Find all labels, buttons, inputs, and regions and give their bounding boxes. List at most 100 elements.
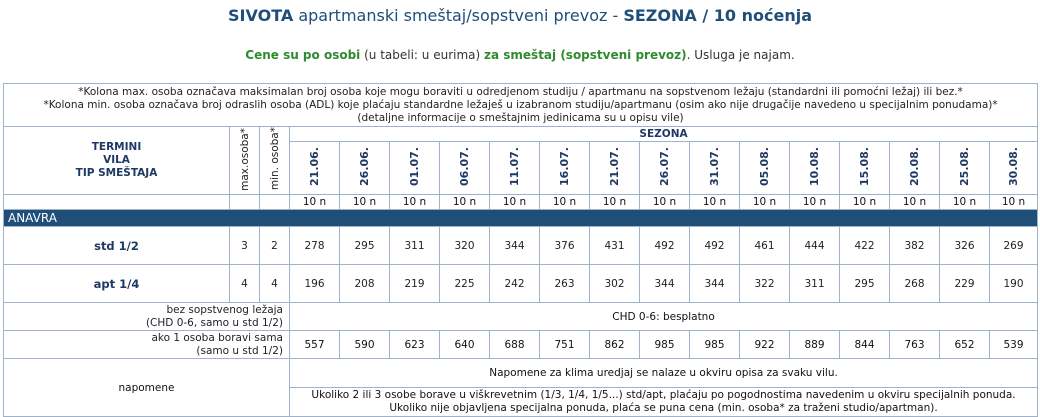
note-line-2: *Kolona min. osoba označava broj odrasli… bbox=[43, 98, 998, 111]
date-cell: 20.08. bbox=[889, 141, 940, 195]
price-cell: 640 bbox=[439, 330, 490, 359]
region-name: ANAVRA bbox=[2, 209, 1039, 227]
header-min-persons: min. osoba* bbox=[259, 126, 290, 195]
price-cell: 269 bbox=[988, 226, 1039, 265]
price-cell: 431 bbox=[589, 226, 640, 265]
price-cell: 688 bbox=[489, 330, 540, 359]
nights-cell: 10 n bbox=[489, 194, 540, 210]
date-cell: 21.06. bbox=[289, 141, 340, 195]
price-cell: 763 bbox=[889, 330, 940, 359]
subtitle-part1: Cene su po osobi bbox=[245, 48, 361, 62]
no-bed-label: bez sopstvenog ležaja (CHD 0-6, samo u s… bbox=[3, 302, 290, 331]
price-cell: 985 bbox=[639, 330, 690, 359]
remarks-row-1: napomene Napomene za klima uredjaj se na… bbox=[3, 358, 1039, 417]
nights-cell: 10 n bbox=[889, 194, 940, 210]
date-cell: 30.08. bbox=[988, 141, 1039, 195]
price-cell: 295 bbox=[339, 226, 390, 265]
price-cell: 922 bbox=[739, 330, 790, 359]
notes-row: *Kolona max. osoba označava maksimalan b… bbox=[2, 83, 1039, 127]
header-termini: TERMINI bbox=[91, 141, 142, 153]
max-persons: 3 bbox=[229, 226, 260, 265]
price-cell: 311 bbox=[389, 226, 440, 265]
price-cell: 444 bbox=[789, 226, 840, 265]
price-cell: 295 bbox=[839, 264, 890, 303]
max-persons: 4 bbox=[229, 264, 260, 303]
date-cell: 01.07. bbox=[389, 141, 440, 195]
header-tip: TIP SMEŠTAJA bbox=[75, 167, 158, 179]
price-cell: 376 bbox=[539, 226, 590, 265]
header-max-persons: max.osoba* bbox=[229, 126, 260, 195]
nights-cell: 10 n bbox=[939, 194, 990, 210]
header-row-season: TERMINI VILA TIP SMEŠTAJA max.osoba* min… bbox=[3, 126, 1039, 195]
price-cell: 492 bbox=[639, 226, 690, 265]
remark-line-2: Ukoliko 2 ili 3 osobe borave u viškrevet… bbox=[311, 389, 1016, 401]
date-cell: 10.08. bbox=[789, 141, 840, 195]
no-bed-label-2: (CHD 0-6, samo u std 1/2) bbox=[145, 316, 283, 329]
price-cell: 623 bbox=[389, 330, 440, 359]
date-cell: 16.07. bbox=[539, 141, 590, 195]
subtitle-part4: . Usluga je najam. bbox=[686, 48, 795, 62]
room-type: std 1/2 bbox=[3, 226, 230, 265]
nights-cell: 10 n bbox=[439, 194, 490, 210]
nights-cell: 10 n bbox=[389, 194, 440, 210]
nights-cell: 10 n bbox=[589, 194, 640, 210]
title-desc: apartmanski smeštaj/sopstveni prevoz - bbox=[293, 6, 624, 25]
nights-cell: 10 n bbox=[789, 194, 840, 210]
price-cell: 278 bbox=[289, 226, 340, 265]
price-cell: 557 bbox=[289, 330, 340, 359]
price-cell: 326 bbox=[939, 226, 990, 265]
remark-line-3: Ukoliko nije objavljena specijalna ponud… bbox=[389, 402, 938, 414]
header-row-dates: 21.06. 26.06. 01.07. 06.07. 11.07. 16.07… bbox=[4, 141, 1039, 195]
table-row: apt 1/4 4 4 196 208 219 225 242 263 302 … bbox=[3, 264, 1039, 303]
price-cell: 311 bbox=[789, 264, 840, 303]
date-cell: 15.08. bbox=[839, 141, 890, 195]
nights-empty bbox=[229, 194, 260, 210]
date-cell: 11.07. bbox=[489, 141, 540, 195]
single-row: ako 1 osoba boravi sama (samo u std 1/2)… bbox=[3, 330, 1039, 359]
price-cell: 844 bbox=[839, 330, 890, 359]
table-row: std 1/2 3 2 278 295 311 320 344 376 431 … bbox=[3, 226, 1039, 265]
price-cell: 751 bbox=[539, 330, 590, 359]
header-left: TERMINI VILA TIP SMEŠTAJA bbox=[3, 126, 230, 195]
price-cell: 225 bbox=[439, 264, 490, 303]
nights-cell: 10 n bbox=[289, 194, 340, 210]
note-line-1: *Kolona max. osoba označava maksimalan b… bbox=[78, 85, 963, 98]
title-place: SIVOTA bbox=[228, 6, 294, 25]
title-season: SEZONA / 10 noćenja bbox=[623, 6, 812, 25]
price-cell: 889 bbox=[789, 330, 840, 359]
price-cell: 190 bbox=[988, 264, 1039, 303]
price-cell: 382 bbox=[889, 226, 940, 265]
no-bed-row: bez sopstvenog ležaja (CHD 0-6, samo u s… bbox=[3, 302, 1039, 331]
nights-cell: 10 n bbox=[339, 194, 390, 210]
page-subtitle: Cene su po osobi (u tabeli: u eurima) za… bbox=[0, 48, 1040, 62]
price-cell: 862 bbox=[589, 330, 640, 359]
date-cell: 06.07. bbox=[439, 141, 490, 195]
nights-cell: 10 n bbox=[739, 194, 790, 210]
subtitle-part3: za smeštaj (sopstveni prevoz) bbox=[484, 48, 687, 62]
page-title: SIVOTA apartmanski smeštaj/sopstveni pre… bbox=[0, 6, 1040, 25]
single-label: ako 1 osoba boravi sama (samo u std 1/2) bbox=[3, 330, 290, 359]
no-bed-label-1: bez sopstvenog ležaja bbox=[166, 303, 283, 316]
nights-cell: 10 n bbox=[539, 194, 590, 210]
price-table: *Kolona max. osoba označava maksimalan b… bbox=[2, 83, 1039, 417]
price-cell: 268 bbox=[889, 264, 940, 303]
remarks-label: napomene bbox=[3, 358, 290, 417]
price-cell: 344 bbox=[489, 226, 540, 265]
remark-line-1: Napomene za klima uredjaj se nalaze u ok… bbox=[288, 358, 1039, 388]
price-cell: 344 bbox=[689, 264, 740, 303]
room-type: apt 1/4 bbox=[3, 264, 230, 303]
price-cell: 344 bbox=[639, 264, 690, 303]
price-cell: 208 bbox=[339, 264, 390, 303]
price-cell: 219 bbox=[389, 264, 440, 303]
nights-cell: 10 n bbox=[839, 194, 890, 210]
price-cell: 461 bbox=[739, 226, 790, 265]
price-cell: 229 bbox=[939, 264, 990, 303]
min-persons: 2 bbox=[259, 226, 290, 265]
price-cell: 242 bbox=[489, 264, 540, 303]
price-cell: 652 bbox=[939, 330, 990, 359]
nights-cell: 10 n bbox=[639, 194, 690, 210]
no-bed-value: CHD 0-6: besplatno bbox=[288, 302, 1039, 331]
region-row: ANAVRA bbox=[2, 209, 1039, 227]
nights-empty bbox=[259, 194, 290, 210]
note-line-3: (detaljne informacije o smeštajnim jedin… bbox=[357, 111, 684, 124]
